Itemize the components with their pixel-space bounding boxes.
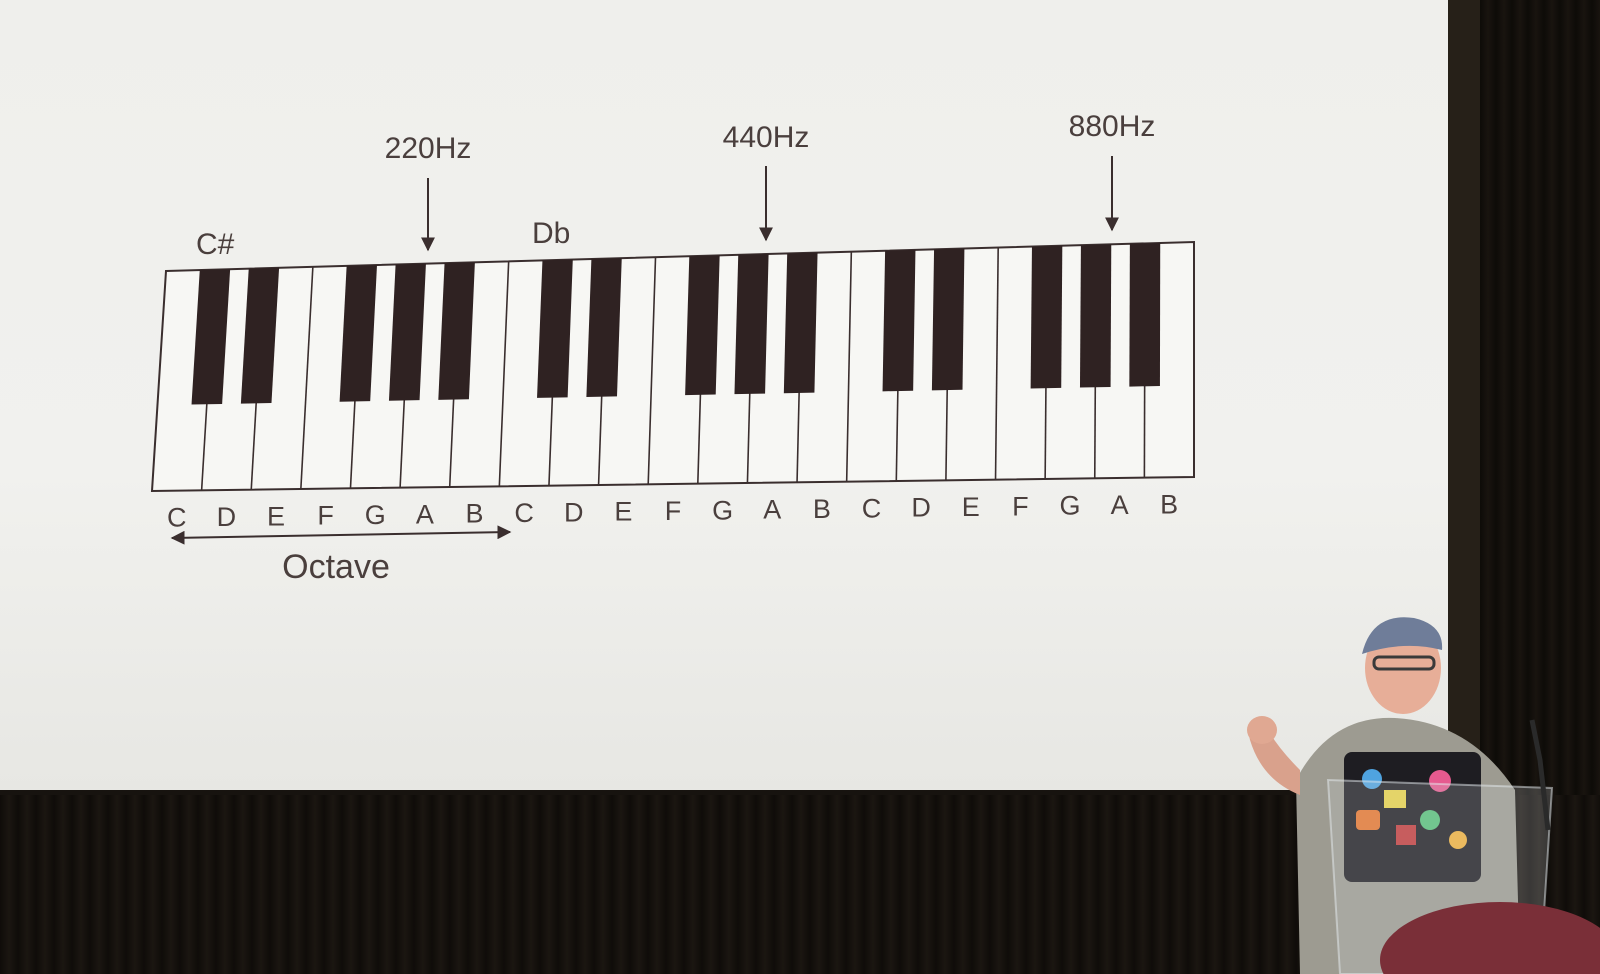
note-label: C xyxy=(514,498,534,528)
white-key-divider xyxy=(647,257,657,485)
note-label: C xyxy=(862,493,882,523)
note-label: G xyxy=(712,495,733,525)
frequency-label: 440Hz xyxy=(723,121,810,154)
white-key-divider xyxy=(994,247,999,480)
white-key-divider xyxy=(300,266,314,490)
black-key xyxy=(240,267,280,404)
black-key xyxy=(783,252,818,394)
frequency-markers: 220Hz 440Hz 880Hz xyxy=(385,110,1156,252)
note-label: A xyxy=(1111,490,1129,520)
note-label: F xyxy=(1012,491,1029,521)
note-label: G xyxy=(365,500,386,530)
black-key xyxy=(388,263,426,401)
black-key xyxy=(1030,245,1063,389)
note-label: F xyxy=(317,501,334,531)
note-label: D xyxy=(564,497,584,527)
black-key xyxy=(537,259,573,398)
black-key xyxy=(931,248,965,391)
white-key-divider xyxy=(845,251,853,482)
black-key xyxy=(685,255,720,396)
accidental-label: C# xyxy=(196,228,235,261)
piano-keyboard xyxy=(150,240,1195,493)
black-key xyxy=(1129,242,1161,387)
note-label: B xyxy=(466,499,484,529)
note-label: G xyxy=(1059,491,1080,521)
note-label: F xyxy=(665,496,682,526)
accidental-labels: C# Db xyxy=(196,217,570,261)
note-label: D xyxy=(911,493,931,523)
black-key xyxy=(882,249,916,392)
note-label: A xyxy=(416,499,434,529)
frequency-label: 880Hz xyxy=(1069,110,1156,143)
note-label: E xyxy=(267,501,285,531)
octave-label: Octave xyxy=(282,548,390,586)
white-key-divider xyxy=(498,261,510,487)
note-label: B xyxy=(813,494,831,524)
note-label: B xyxy=(1160,489,1178,519)
black-key xyxy=(586,258,622,397)
note-label: A xyxy=(763,495,781,525)
note-label: D xyxy=(217,502,237,532)
black-key xyxy=(734,254,769,395)
accidental-label: Db xyxy=(532,217,570,250)
stage-curtain xyxy=(0,795,1600,974)
note-label: E xyxy=(962,492,980,522)
octave-arrow xyxy=(170,525,512,545)
black-key xyxy=(1079,244,1112,388)
note-label: E xyxy=(614,497,632,527)
octave-indicator: Octave xyxy=(170,525,512,586)
note-label: C xyxy=(167,503,187,533)
black-key xyxy=(339,265,377,402)
black-key xyxy=(191,269,231,405)
black-key xyxy=(438,262,475,400)
frequency-label: 220Hz xyxy=(385,132,472,165)
